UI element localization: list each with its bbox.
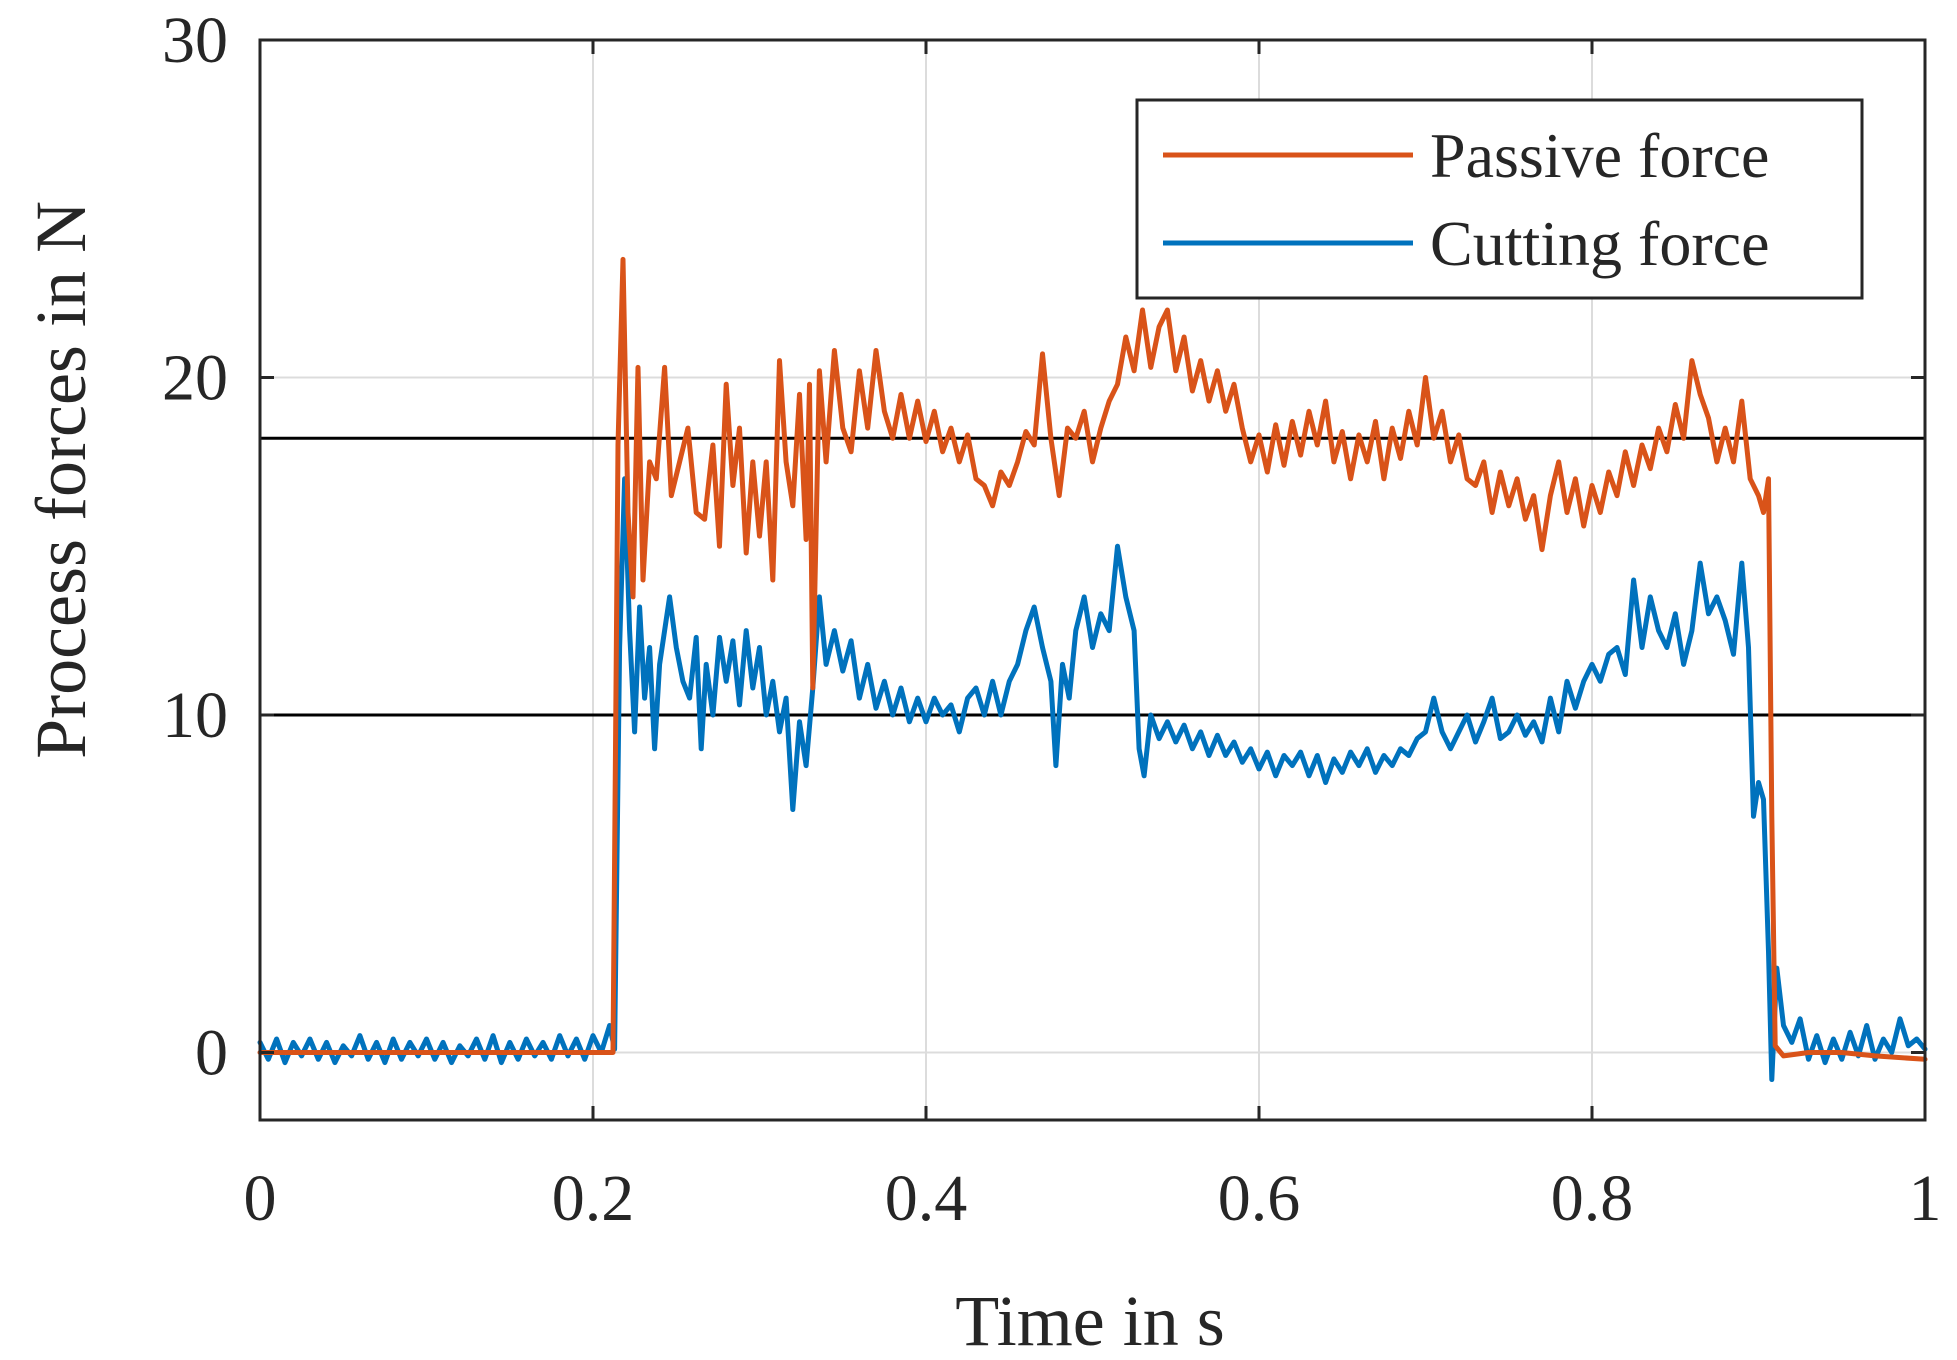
reference-lines bbox=[260, 436, 1925, 717]
series-layer bbox=[257, 256, 1928, 1082]
x-tick-label: 1 bbox=[1909, 1162, 1942, 1235]
y-tick-label: 10 bbox=[162, 679, 228, 752]
x-tick-labels: 0 0.2 0.4 0.6 0.8 1 bbox=[244, 1162, 1942, 1235]
x-tick-label: 0.2 bbox=[552, 1162, 635, 1235]
x-tick-label: 0 bbox=[244, 1162, 277, 1235]
legend-label-cutting-force: Cutting force bbox=[1430, 208, 1769, 279]
series-line-cutting-force bbox=[257, 476, 1928, 1082]
legend-label-passive-force: Passive force bbox=[1430, 120, 1769, 191]
y-tick-label: 20 bbox=[162, 342, 228, 415]
y-tick-labels: 0 10 20 30 bbox=[162, 4, 228, 1090]
x-tick-label: 0.8 bbox=[1551, 1162, 1634, 1235]
y-axis-label: Process forces in N bbox=[21, 201, 101, 759]
legend-box bbox=[1135, 98, 1864, 300]
axes-frame bbox=[258, 38, 1927, 1122]
x-tick-label: 0.4 bbox=[885, 1162, 968, 1235]
y-tick-label: 30 bbox=[162, 4, 228, 77]
y-tick-label: 0 bbox=[195, 1017, 228, 1090]
legend: Passive force Cutting force bbox=[1135, 98, 1864, 300]
series-line-passive-force bbox=[257, 256, 1928, 1062]
x-axis-label: Time in s bbox=[955, 1281, 1224, 1360]
tick-marks bbox=[258, 38, 1927, 1120]
x-tick-label: 0.6 bbox=[1218, 1162, 1301, 1235]
